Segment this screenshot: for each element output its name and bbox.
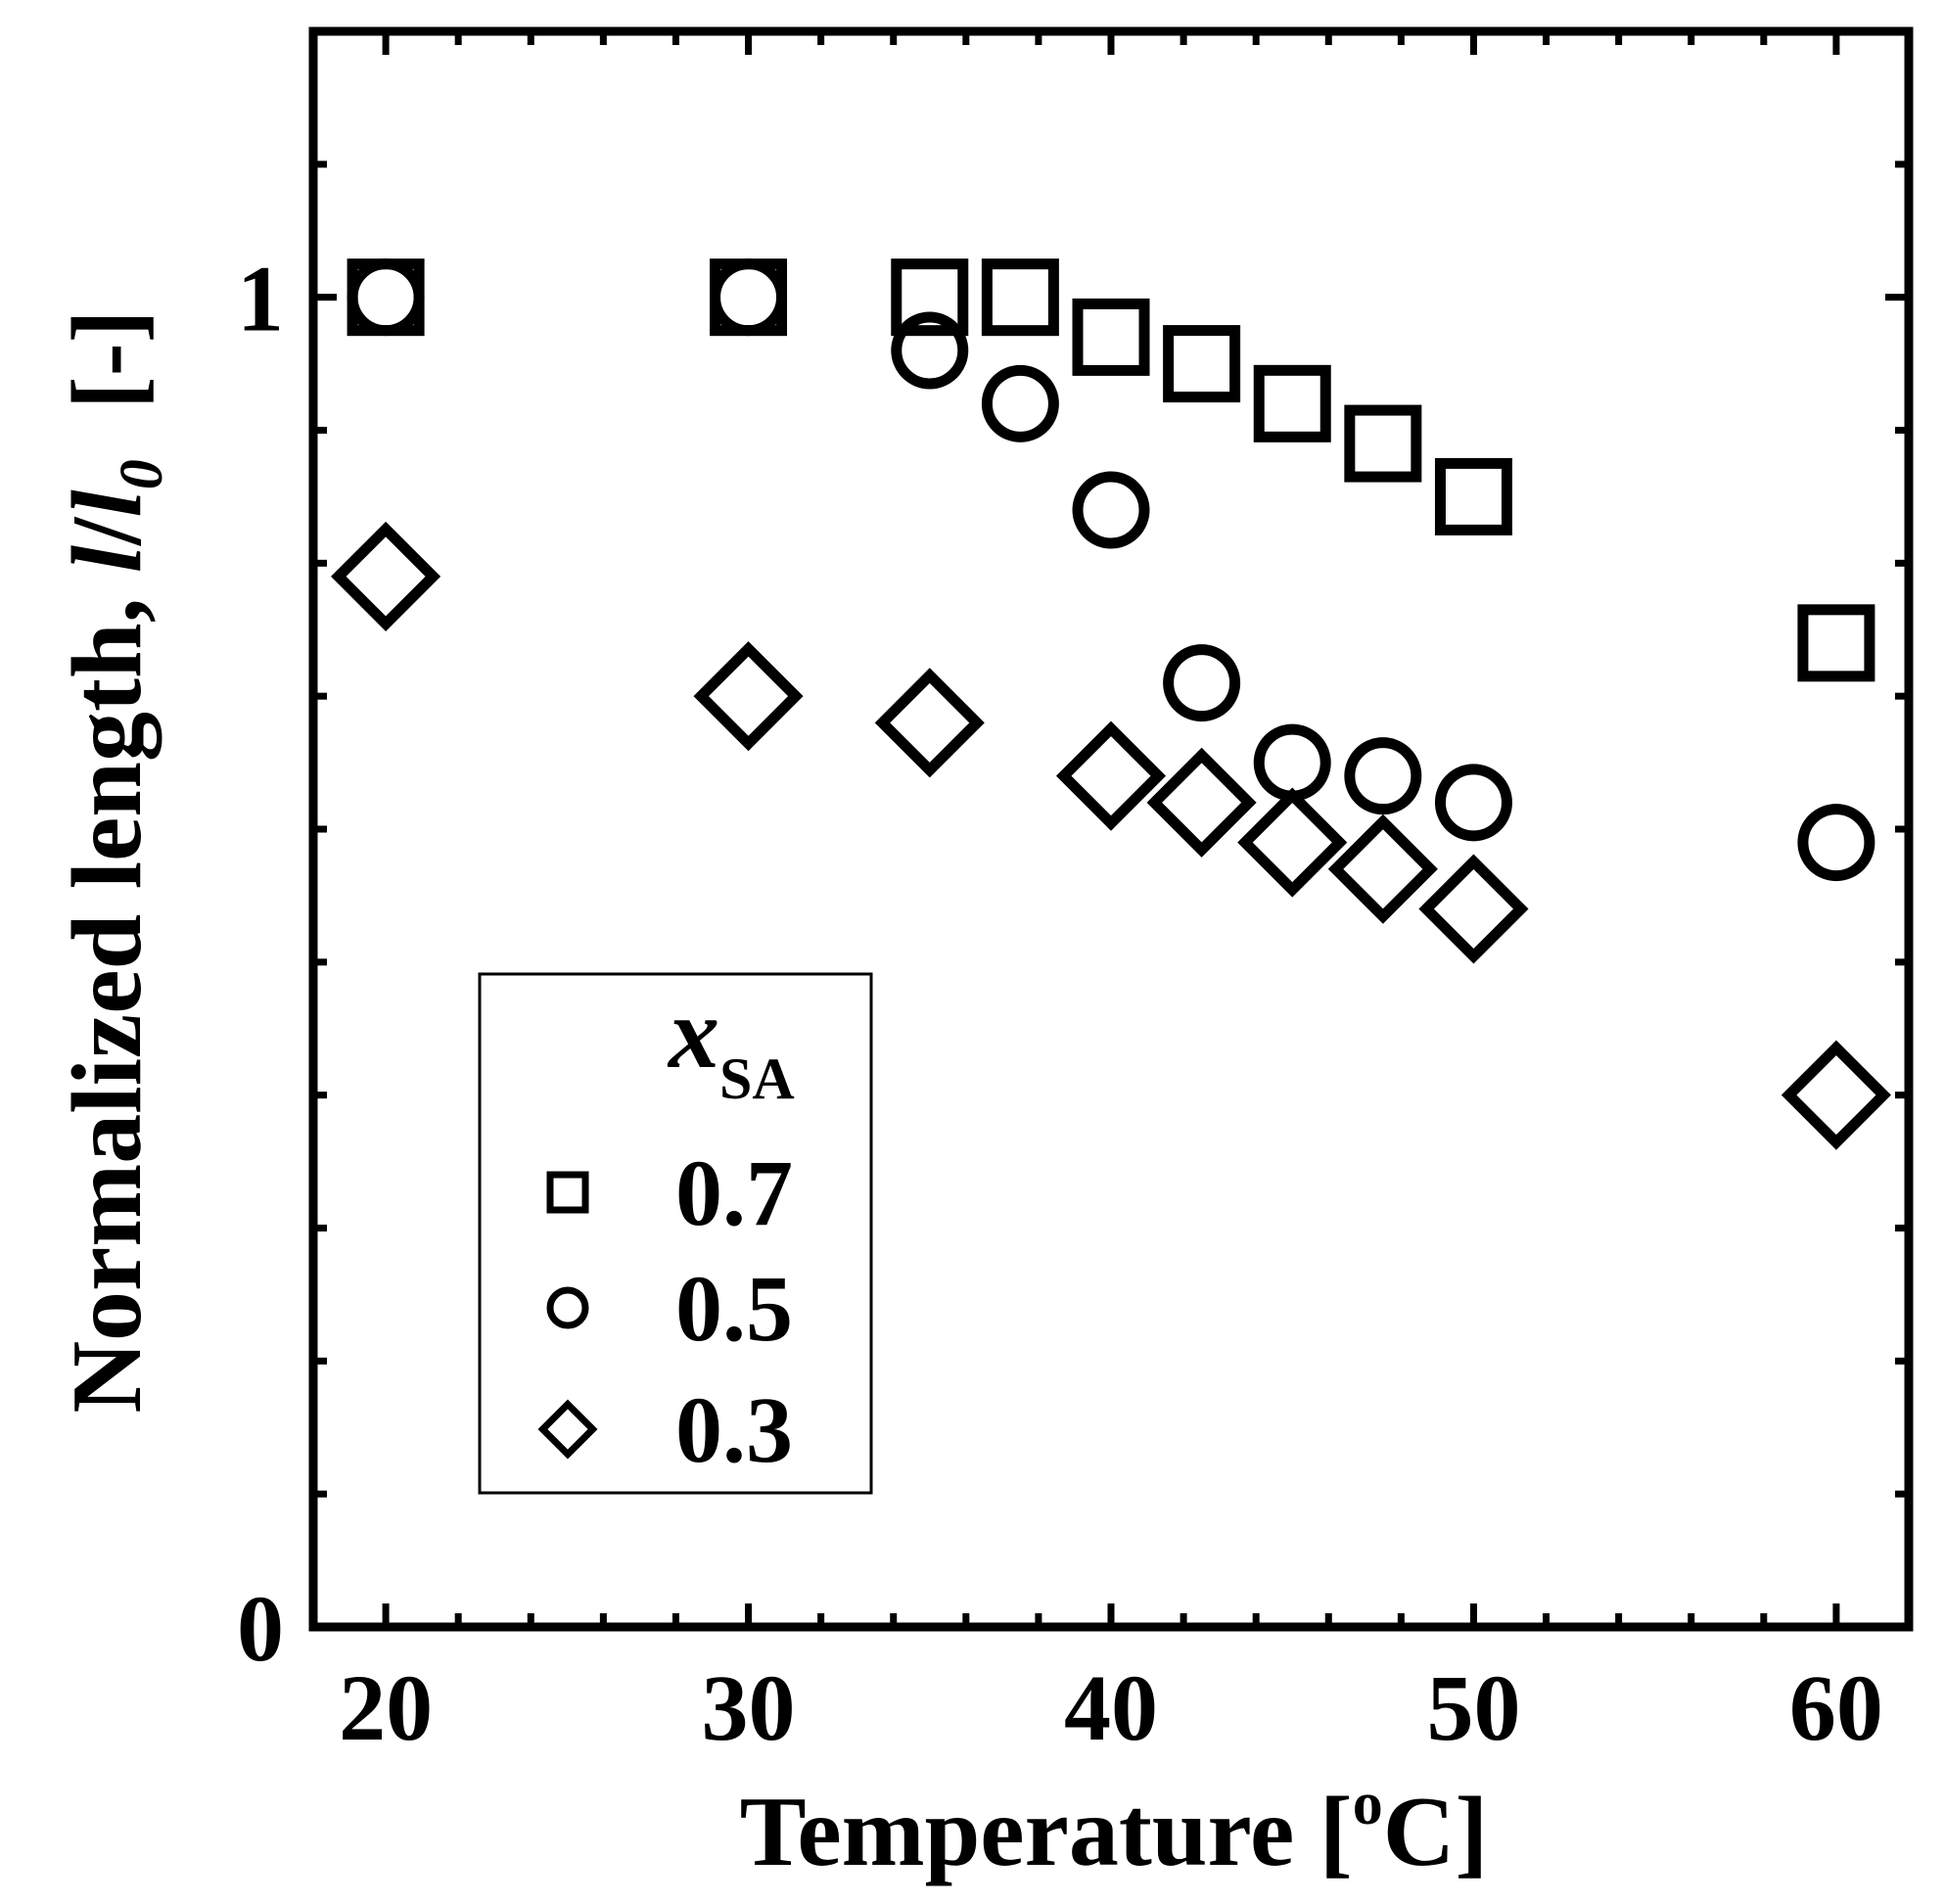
square-point (1797, 604, 1875, 682)
legend-label: 0.3 (675, 1377, 793, 1482)
series-circle (347, 258, 1875, 882)
legend-marker-circle (546, 1286, 589, 1329)
legend-label: 0.7 (675, 1140, 793, 1245)
legend-box (478, 972, 873, 1495)
diamond-point (693, 641, 804, 752)
y-axis-title: Normalized length, l/l0 [-] (52, 309, 175, 1413)
diamond-point (331, 521, 441, 631)
legend: xSA 0.7 0.5 0.3 (478, 972, 873, 1495)
square-point (1344, 404, 1422, 483)
circle-point (1253, 723, 1331, 802)
x-axis-title-main: Temperature [ (740, 1777, 1353, 1887)
x-axis-title-end: C] (1383, 1777, 1489, 1887)
circle-point (347, 258, 425, 337)
x-tick-label: 40 (1064, 1655, 1158, 1760)
circle-point (1072, 471, 1150, 549)
data-marks (331, 258, 1891, 1150)
x-axis-title: Temperature [oC] (740, 1771, 1489, 1887)
y-axis-title-sub: 0 (109, 459, 175, 489)
circle-point (891, 311, 969, 390)
axis-tick-labels: 20 30 40 50 60 0 1 (237, 247, 1883, 1760)
legend-entries: 0.7 0.5 0.3 (537, 1140, 793, 1482)
legend-marker-square (546, 1171, 589, 1214)
y-axis-title-end: [-] (52, 309, 162, 459)
series-square (347, 258, 1875, 682)
y-tick-label: 0 (237, 1576, 284, 1681)
diamond-point (1418, 854, 1529, 964)
legend-marker-diamond (537, 1399, 598, 1460)
x-tick-label: 20 (339, 1655, 433, 1760)
square-point (1253, 364, 1331, 442)
square-point (1163, 325, 1241, 403)
legend-title: xSA (667, 977, 795, 1111)
circle-point (710, 258, 788, 337)
y-axis-title-main: Normalized length, (52, 573, 162, 1413)
square-point (981, 258, 1059, 337)
circle-point (1797, 804, 1875, 882)
square-point (891, 258, 969, 337)
diamond-point (874, 668, 985, 778)
diamond-point (1146, 747, 1257, 858)
diamond-point (1327, 813, 1438, 924)
x-tick-label: 50 (1426, 1655, 1520, 1760)
square-point (1072, 298, 1150, 376)
circle-point (1163, 644, 1241, 722)
circle-point (1434, 764, 1512, 842)
legend-label: 0.5 (675, 1256, 793, 1361)
diamond-point (1055, 720, 1167, 831)
x-axis-title-sup: o (1353, 1771, 1383, 1837)
y-tick-label: 1 (237, 247, 284, 351)
diamond-point (1781, 1040, 1891, 1150)
circle-point (981, 364, 1059, 442)
y-axis-title-slash: / (52, 516, 162, 546)
circle-point (1344, 737, 1422, 815)
axis-ticks (313, 27, 1909, 1631)
series-diamond (331, 521, 1891, 1150)
legend-title-sub: SA (719, 1046, 795, 1111)
x-tick-label: 60 (1789, 1655, 1883, 1760)
x-tick-label: 30 (702, 1655, 796, 1760)
square-point (1434, 457, 1512, 535)
diamond-point (1237, 787, 1348, 898)
legend-title-main: x (667, 977, 719, 1090)
y-axis-title-var: l (52, 544, 162, 573)
y-axis-title-var2: l (52, 489, 162, 518)
